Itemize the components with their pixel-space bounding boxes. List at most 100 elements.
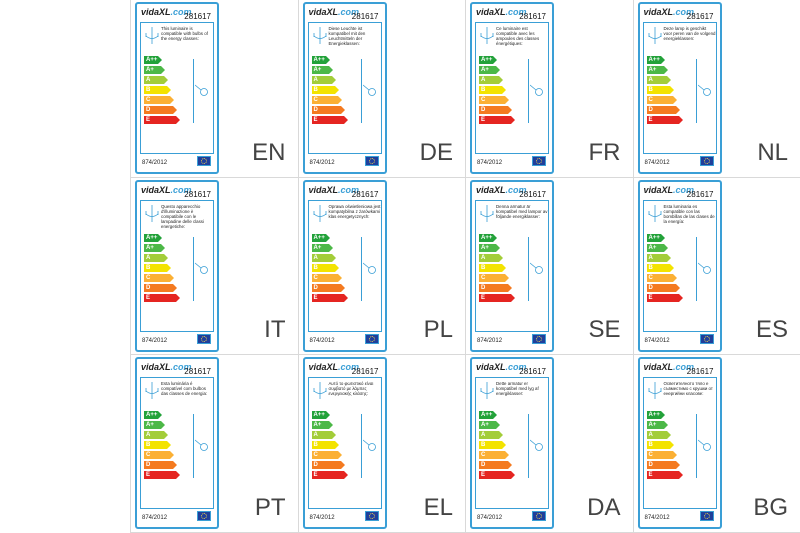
label-cell: vidaXL.com 281617 Esta luminária é compa…: [131, 355, 299, 533]
brand-logo: vidaXL.com: [308, 7, 360, 17]
regulation-number: 874/2012: [477, 337, 503, 344]
regulation-number: 874/2012: [142, 515, 168, 522]
energy-label: vidaXL.com 281617 Esta luminaria es comp…: [637, 179, 722, 352]
eu-flag-icon: [699, 156, 714, 166]
regulation-number: 874/2012: [644, 515, 670, 522]
bulb-icon: [530, 84, 543, 96]
energy-class-bar: A: [479, 76, 503, 84]
language-code: SE: [588, 316, 621, 344]
energy-scale: A++ A+ A B C D E: [479, 56, 515, 126]
energy-class-bar: A++: [479, 233, 497, 242]
chandelier-icon: [145, 204, 159, 222]
energy-label: vidaXL.com 281617 Diese Leuchte ist komp…: [302, 2, 387, 174]
energy-label: vidaXL.com 281617 This luminaire is comp…: [135, 2, 219, 174]
compatibility-text: Esta luminaria es compatible con las bom…: [663, 203, 715, 224]
energy-class-bar: E: [646, 471, 683, 480]
class-range-bracket: [193, 414, 198, 479]
bulb-icon: [697, 84, 711, 96]
energy-class-bar: A++: [311, 411, 330, 420]
label-cell: vidaXL.com 281617 Diese Leuchte ist komp…: [298, 0, 466, 178]
energy-label: vidaXL.com 281617 Αυτό το φωτιστικό είνα…: [302, 357, 387, 530]
energy-class-bar: A: [479, 253, 503, 262]
energy-label: vidaXL.com 281617 Dette armatur er kompa…: [470, 357, 554, 530]
regulation-number: 874/2012: [644, 337, 670, 344]
energy-class-bar: D: [646, 106, 680, 114]
label-cell: vidaXL.com 281617 Dette armatur er kompa…: [466, 355, 634, 533]
eu-flag-icon: [197, 511, 211, 522]
compatibility-text: Oprawa oświetleniowa jest kompatybilna z…: [328, 203, 381, 219]
class-range-bracket: [695, 236, 701, 301]
energy-class-bar: E: [144, 471, 180, 480]
compatibility-text: Осветителното тяло е съвместимо с крушки…: [663, 381, 713, 397]
bulb-icon: [697, 262, 711, 274]
compatibility-text: Αυτό το φωτιστικό είναι συμβατό με λάμπε…: [328, 381, 374, 397]
energy-class-bar: A: [311, 431, 336, 440]
energy-class-bar: B: [646, 441, 674, 450]
label-panel: Diese Leuchte ist kompatibel mit den Leu…: [307, 22, 382, 154]
brand-logo: vidaXL.com: [308, 184, 360, 195]
product-code: 281617: [351, 367, 379, 377]
eu-flag-icon: [532, 156, 546, 166]
energy-class-bar: D: [144, 106, 177, 114]
compatibility-text: Dette armatur er kompatibel med lyg af e…: [496, 381, 539, 397]
compatibility-text: Questo apparecchio d'illuminazione è com…: [161, 203, 204, 229]
brand-logo: vidaXL.com: [141, 7, 192, 17]
energy-scale: A++ A+ A B C D E: [479, 233, 515, 304]
eu-flag-icon: [532, 333, 546, 344]
energy-class-bar: A++: [646, 411, 665, 420]
energy-class-bar: A++: [479, 411, 497, 420]
label-panel: Questo apparecchio d'illuminazione è com…: [140, 199, 214, 332]
label-panel: Oprawa oświetleniowa jest kompatybilna z…: [307, 199, 382, 332]
energy-scale: A++ A+ A B C D E: [311, 233, 348, 304]
energy-class-bar: C: [144, 273, 174, 282]
product-code: 281617: [686, 367, 714, 377]
energy-class-bar: C: [646, 96, 677, 104]
language-code: DA: [587, 494, 621, 521]
brand-logo: vidaXL.com: [141, 184, 192, 195]
energy-class-bar: E: [311, 116, 348, 124]
language-code: DE: [419, 138, 453, 166]
energy-scale: A++ A+ A B C D E: [311, 411, 348, 481]
language-code: IT: [264, 316, 286, 344]
label-panel: Осветителното тяло е съвместимо с крушки…: [642, 377, 717, 510]
brand-logo: vidaXL.com: [643, 7, 695, 17]
energy-scale: A++ A+ A B C D E: [646, 233, 683, 304]
regulation-number: 874/2012: [309, 160, 335, 166]
label-cell: vidaXL.com 281617 Осветителното тяло е с…: [633, 355, 800, 533]
energy-class-bar: A: [646, 431, 671, 440]
bulb-icon: [362, 84, 376, 96]
product-code: 281617: [184, 367, 211, 377]
language-code: ES: [755, 316, 788, 344]
energy-class-bar: D: [311, 106, 345, 114]
product-code: 281617: [686, 189, 714, 199]
energy-class-bar: B: [144, 86, 171, 94]
energy-class-bar: A++: [144, 56, 162, 64]
energy-class-bar: A+: [311, 66, 333, 74]
brand-logo: vidaXL.com: [643, 362, 695, 373]
energy-class-bar: C: [646, 451, 677, 460]
energy-class-bar: A++: [144, 233, 162, 242]
label-cell: vidaXL.com 281617 Esta luminaria es comp…: [633, 178, 800, 356]
energy-class-bar: A+: [479, 66, 500, 74]
energy-class-bar: D: [311, 283, 345, 292]
energy-label: vidaXL.com 281617 Esta luminária é compa…: [135, 357, 219, 530]
class-range-bracket: [360, 236, 366, 301]
regulation-number: 874/2012: [477, 515, 503, 522]
regulation-number: 874/2012: [142, 160, 168, 166]
energy-class-bar: B: [479, 263, 506, 272]
energy-class-bar: B: [311, 86, 339, 94]
energy-class-bar: E: [144, 293, 180, 302]
energy-class-bar: A: [646, 253, 671, 262]
eu-flag-icon: [197, 333, 211, 344]
energy-class-bar: A: [144, 431, 168, 440]
energy-class-bar: D: [646, 283, 680, 292]
eu-flag-icon: [532, 511, 546, 522]
chandelier-icon: [145, 27, 159, 44]
product-code: 281617: [519, 12, 546, 21]
eu-flag-icon: [364, 511, 379, 522]
energy-class-bar: E: [646, 116, 683, 124]
label-cell: vidaXL.com 281617 Deze lamp is geschikt …: [633, 0, 800, 178]
energy-class-bar: A+: [646, 243, 668, 252]
class-range-bracket: [528, 236, 533, 301]
energy-class-bar: A: [144, 76, 168, 84]
